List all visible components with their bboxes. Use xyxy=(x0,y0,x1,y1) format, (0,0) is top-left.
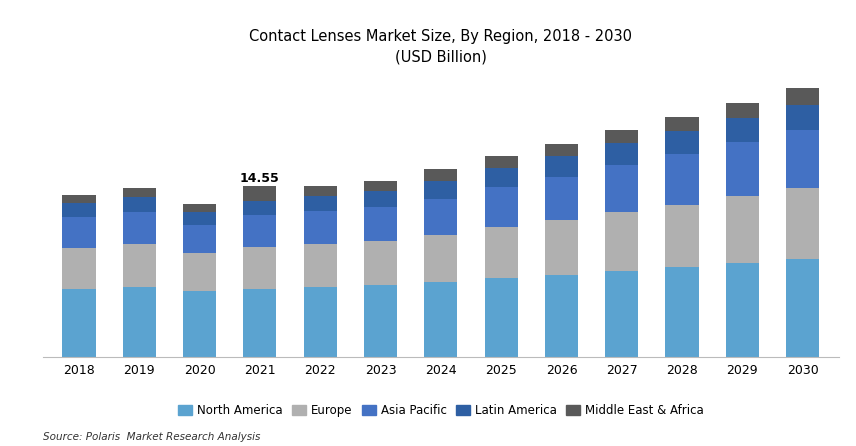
Bar xyxy=(183,291,217,357)
Bar xyxy=(786,188,819,259)
Bar xyxy=(605,165,639,212)
Bar xyxy=(605,130,639,143)
Bar xyxy=(304,196,336,211)
Bar xyxy=(545,156,578,177)
Bar xyxy=(665,132,698,154)
Bar xyxy=(545,220,578,275)
Bar xyxy=(484,278,518,357)
Bar xyxy=(183,252,217,291)
Bar xyxy=(364,241,397,285)
Text: Source: Polaris  Market Research Analysis: Source: Polaris Market Research Analysis xyxy=(43,432,260,442)
Bar xyxy=(243,247,276,289)
Bar xyxy=(183,212,217,224)
Bar xyxy=(364,181,397,190)
Bar xyxy=(62,218,96,248)
Bar xyxy=(425,282,457,357)
Bar xyxy=(545,275,578,357)
Bar xyxy=(545,177,578,220)
Bar xyxy=(62,195,96,203)
Bar xyxy=(726,142,759,196)
Bar xyxy=(665,205,698,267)
Bar xyxy=(425,169,457,181)
Bar xyxy=(364,207,397,241)
Bar xyxy=(304,287,336,357)
Bar xyxy=(545,144,578,156)
Bar xyxy=(425,235,457,282)
Bar xyxy=(605,212,639,271)
Text: 14.55: 14.55 xyxy=(240,172,280,185)
Bar xyxy=(364,190,397,207)
Bar xyxy=(786,104,819,130)
Bar xyxy=(183,224,217,252)
Title: Contact Lenses Market Size, By Region, 2018 - 2030
(USD Billion): Contact Lenses Market Size, By Region, 2… xyxy=(249,29,633,65)
Bar xyxy=(62,248,96,289)
Bar xyxy=(62,203,96,218)
Bar xyxy=(726,103,759,118)
Bar xyxy=(122,197,156,212)
Bar xyxy=(122,244,156,287)
Bar xyxy=(183,204,217,212)
Bar xyxy=(665,117,698,132)
Bar xyxy=(243,201,276,215)
Bar xyxy=(484,227,518,278)
Bar xyxy=(786,259,819,357)
Bar xyxy=(786,130,819,188)
Bar xyxy=(304,211,336,244)
Bar xyxy=(122,287,156,357)
Bar xyxy=(243,289,276,357)
Bar xyxy=(484,156,518,168)
Bar xyxy=(122,212,156,244)
Bar xyxy=(605,143,639,165)
Bar xyxy=(304,244,336,287)
Bar xyxy=(62,289,96,357)
Bar xyxy=(484,168,518,187)
Bar xyxy=(425,181,457,199)
Bar xyxy=(122,188,156,197)
Bar xyxy=(665,267,698,357)
Bar xyxy=(364,285,397,357)
Bar xyxy=(243,186,276,201)
Bar xyxy=(484,187,518,227)
Bar xyxy=(726,263,759,357)
Legend: North America, Europe, Asia Pacific, Latin America, Middle East & Africa: North America, Europe, Asia Pacific, Lat… xyxy=(173,399,709,421)
Bar xyxy=(786,87,819,104)
Bar xyxy=(726,196,759,263)
Bar xyxy=(665,154,698,205)
Bar xyxy=(304,186,336,196)
Bar xyxy=(243,215,276,247)
Bar xyxy=(425,199,457,235)
Bar xyxy=(605,271,639,357)
Bar xyxy=(726,118,759,142)
